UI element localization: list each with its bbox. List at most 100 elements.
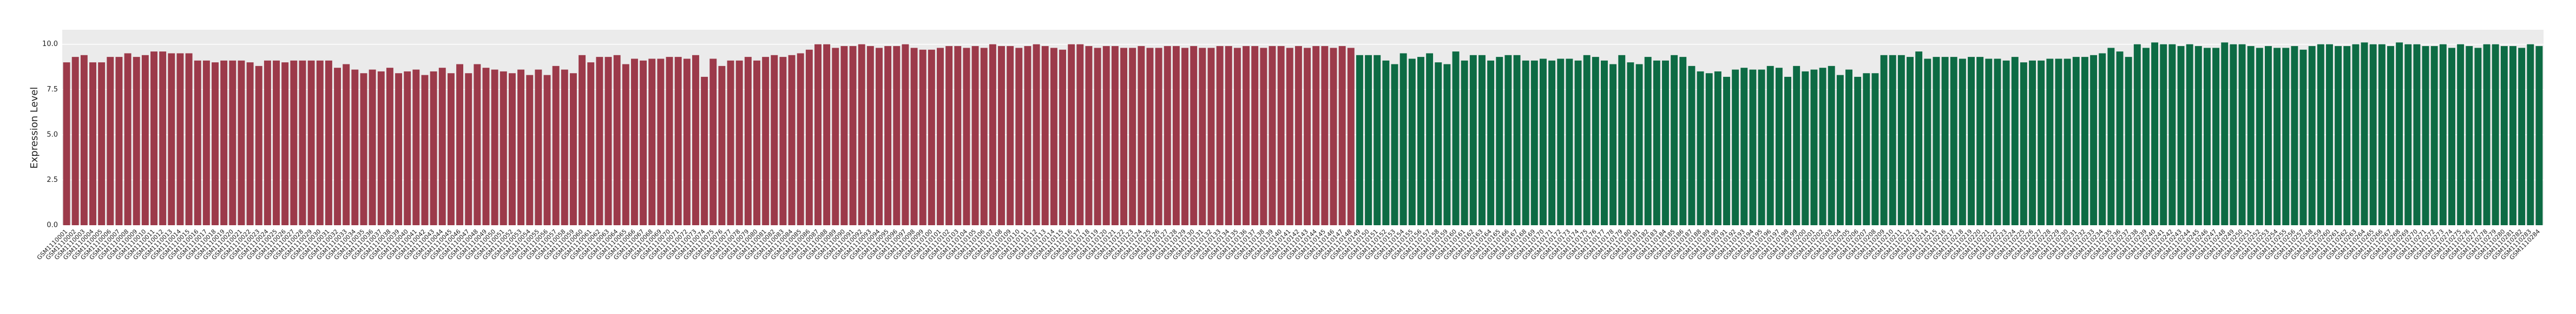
bar xyxy=(1897,55,1905,225)
bar xyxy=(115,57,123,225)
y-tick-label: 10.0 xyxy=(42,40,58,48)
bar xyxy=(2448,48,2455,225)
bar xyxy=(508,73,516,225)
bar xyxy=(2081,57,2088,225)
bar xyxy=(2090,55,2098,225)
bar xyxy=(1286,48,1293,225)
bar xyxy=(884,46,892,225)
bar xyxy=(98,62,106,226)
bar xyxy=(273,60,280,226)
bar xyxy=(2055,58,2062,226)
bar xyxy=(840,46,848,225)
bar xyxy=(1854,76,1862,225)
bar xyxy=(1976,57,1984,225)
bar xyxy=(430,71,437,225)
bar xyxy=(1443,64,1451,225)
bar xyxy=(2335,46,2342,225)
y-tick-label: 7.5 xyxy=(47,86,58,94)
bar xyxy=(2177,46,2185,225)
bar xyxy=(255,66,262,225)
bar xyxy=(928,49,935,225)
bar xyxy=(2282,48,2290,225)
bar xyxy=(212,62,219,226)
bar xyxy=(2194,46,2202,225)
bar xyxy=(491,69,498,225)
bar xyxy=(246,62,254,226)
bar xyxy=(1758,69,1765,225)
bar xyxy=(1146,48,1154,225)
bar xyxy=(404,71,411,225)
bar xyxy=(832,48,839,225)
bar xyxy=(876,48,883,225)
bar xyxy=(1120,48,1127,225)
bar xyxy=(1662,60,1669,226)
bar xyxy=(1321,46,1329,225)
bar xyxy=(989,44,996,226)
bar xyxy=(1243,46,1250,225)
y-tick-label: 5.0 xyxy=(47,130,58,139)
bar xyxy=(1164,46,1171,225)
bar xyxy=(1618,55,1626,225)
bar xyxy=(2273,48,2281,225)
bar xyxy=(1714,71,1721,225)
bar xyxy=(1041,46,1049,225)
bar xyxy=(2168,44,2176,226)
bar xyxy=(2466,46,2473,225)
bar xyxy=(1889,55,1896,225)
bar xyxy=(2212,48,2220,225)
bar xyxy=(963,48,970,225)
bar xyxy=(2107,48,2115,225)
bar xyxy=(1592,57,1599,225)
bar xyxy=(866,46,874,225)
bar xyxy=(1452,51,1460,225)
bar xyxy=(1566,58,1573,226)
bar xyxy=(823,44,831,226)
bar xyxy=(971,46,979,225)
bar xyxy=(1513,55,1521,225)
bar xyxy=(517,69,525,225)
bar xyxy=(1024,46,1031,225)
bar xyxy=(535,69,542,225)
bar xyxy=(954,46,962,225)
bar xyxy=(2518,48,2526,225)
bar xyxy=(1627,62,1634,226)
bar xyxy=(1863,73,1870,225)
bar xyxy=(1190,46,1198,225)
bar xyxy=(1199,48,1206,225)
bar xyxy=(1933,57,1940,225)
bar xyxy=(2500,46,2508,225)
bar xyxy=(124,53,132,225)
bar xyxy=(1679,57,1687,225)
bar xyxy=(2046,58,2054,226)
bar xyxy=(709,58,717,226)
bar xyxy=(2535,46,2543,225)
bar xyxy=(369,69,376,225)
bar xyxy=(1732,69,1739,225)
bar xyxy=(998,46,1005,225)
bar xyxy=(474,64,481,225)
bar xyxy=(945,46,953,225)
bar xyxy=(133,57,140,225)
bar xyxy=(1059,49,1066,225)
bar xyxy=(1233,48,1241,225)
bar xyxy=(1671,55,1678,225)
bar xyxy=(482,68,490,225)
bar xyxy=(2299,49,2307,225)
bar xyxy=(893,46,901,225)
bar xyxy=(1548,60,1556,226)
bar xyxy=(2133,44,2141,226)
bar xyxy=(1653,60,1660,226)
bar xyxy=(351,69,359,225)
bar xyxy=(1076,44,1084,226)
bar xyxy=(1635,64,1643,225)
bar xyxy=(543,75,551,225)
bar xyxy=(2387,46,2394,225)
bar xyxy=(1408,58,1416,226)
bar xyxy=(89,62,96,226)
bar xyxy=(1496,57,1503,225)
bar xyxy=(744,57,752,225)
bar xyxy=(587,62,595,226)
bar xyxy=(1356,55,1363,225)
bar xyxy=(902,44,909,226)
bar xyxy=(2361,42,2368,226)
